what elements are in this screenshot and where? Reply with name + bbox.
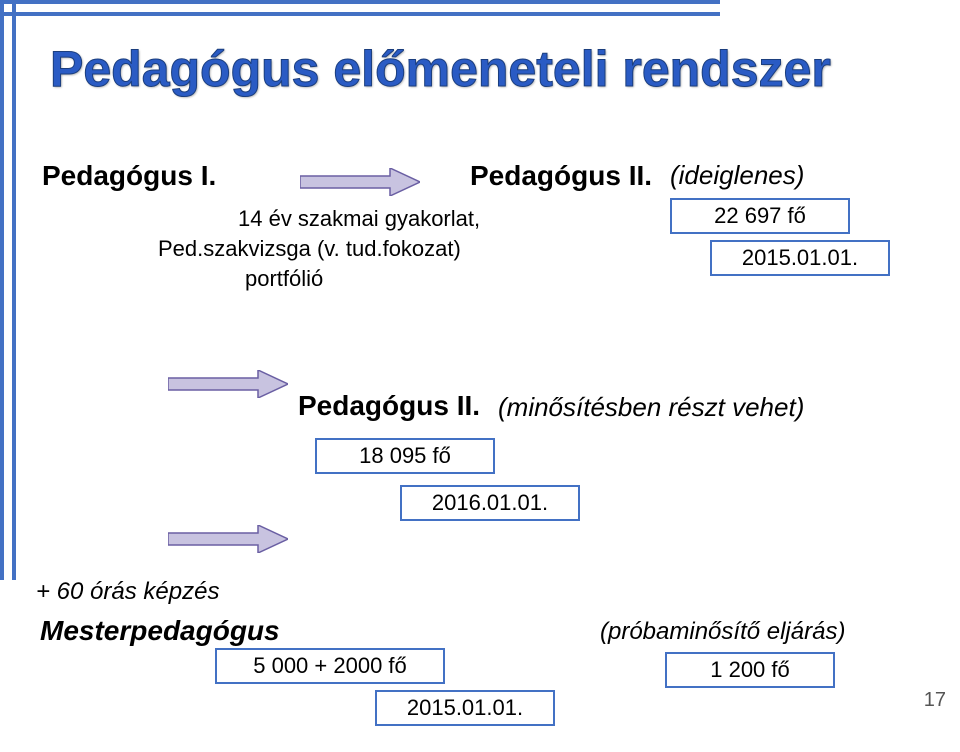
box-count-3: 5 000 + 2000 fő	[215, 648, 445, 684]
border-top-2	[0, 12, 720, 16]
label-pedagogus1: Pedagógus I.	[42, 160, 216, 192]
border-left-2	[12, 0, 16, 580]
arrow-3	[168, 525, 288, 553]
arrow-2	[168, 370, 288, 398]
label-minosites: (minősítésben részt vehet)	[498, 392, 804, 423]
box-count-4: 1 200 fő	[665, 652, 835, 688]
label-ideiglenes: (ideiglenes)	[670, 160, 804, 191]
slide-stage: Pedagógus előmeneteli rendszer Pedagógus…	[0, 0, 960, 752]
border-top-1	[0, 0, 720, 4]
box-date-2: 2016.01.01.	[400, 485, 580, 521]
label-pedagogus2: Pedagógus II.	[470, 160, 652, 192]
box-date-1: 2015.01.01.	[710, 240, 890, 276]
box-count-1: 22 697 fő	[670, 198, 850, 234]
arrow-1	[300, 168, 420, 196]
border-left-1	[0, 0, 4, 580]
page-number: 17	[924, 689, 946, 712]
subtext-line3: portfólió	[245, 266, 323, 292]
label-pedagogus2-again: Pedagógus II.	[298, 390, 480, 422]
label-mester: Mesterpedagógus	[40, 615, 280, 647]
label-kepzes: + 60 órás képzés	[36, 578, 219, 606]
box-date-3: 2015.01.01.	[375, 690, 555, 726]
label-proba: (próbaminősítő eljárás)	[600, 618, 845, 646]
box-count-2: 18 095 fő	[315, 438, 495, 474]
slide-title: Pedagógus előmeneteli rendszer	[50, 40, 831, 98]
subtext-line1: 14 év szakmai gyakorlat,	[238, 206, 480, 232]
subtext-line2: Ped.szakvizsga (v. tud.fokozat)	[158, 236, 461, 262]
